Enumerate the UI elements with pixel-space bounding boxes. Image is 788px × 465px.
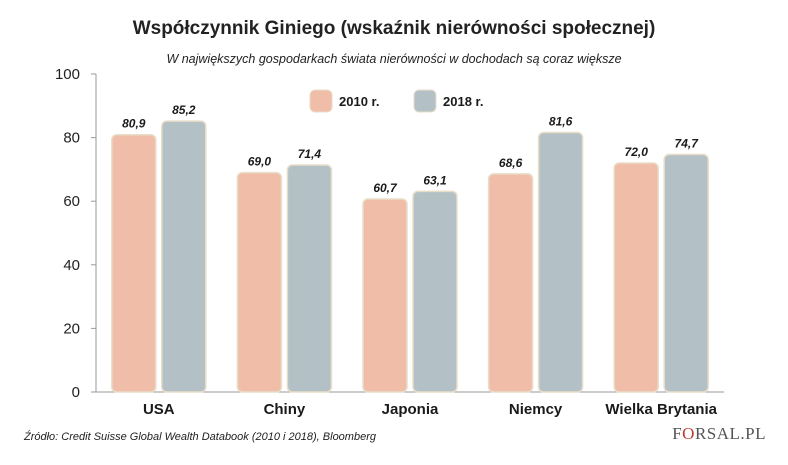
bar-value-label: 80,9 xyxy=(122,117,146,131)
bar-value-label: 74,7 xyxy=(675,136,700,150)
category-label: Wielka Brytania xyxy=(605,401,717,418)
bar-2018 xyxy=(286,164,333,393)
bar-2010 xyxy=(236,171,283,393)
category-label: Japonia xyxy=(382,401,439,418)
y-tick-label: 20 xyxy=(63,320,80,337)
bar-2010 xyxy=(362,198,408,393)
legend-swatch-2018 xyxy=(413,89,437,113)
bar-value-label: 85,2 xyxy=(172,103,196,117)
bar-2018 xyxy=(412,190,458,393)
y-tick-label: 80 xyxy=(63,130,80,147)
source-note: Źródło: Credit Suisse Global Wealth Data… xyxy=(24,431,376,443)
legend-swatch-2010 xyxy=(309,89,333,113)
category-label: Chiny xyxy=(264,401,306,418)
bar-2018 xyxy=(161,120,207,393)
bar-2018 xyxy=(537,131,584,393)
bar-value-label: 63,1 xyxy=(423,173,447,187)
bar-2010 xyxy=(613,162,659,393)
bar-value-label: 72,0 xyxy=(625,145,649,159)
bar-value-label: 71,4 xyxy=(298,147,322,161)
legend-label: 2010 r. xyxy=(339,94,380,109)
bar-2010 xyxy=(111,133,157,393)
category-label: USA xyxy=(143,401,175,418)
chart-title: Współczynnik Giniego (wskaźnik nierównoś… xyxy=(132,18,656,39)
chart-subtitle: W największych gospodarkach świata nieró… xyxy=(166,52,622,66)
bar-value-label: 81,6 xyxy=(549,115,573,129)
y-tick-label: 0 xyxy=(72,384,80,401)
category-label: Niemcy xyxy=(509,401,563,418)
y-tick-label: 60 xyxy=(63,193,80,210)
y-tick-label: 40 xyxy=(63,257,80,274)
bar-value-label: 68,6 xyxy=(499,156,523,170)
legend-label: 2018 r. xyxy=(443,94,484,109)
bar-2018 xyxy=(663,153,709,393)
forsal-logo: FORSAL.PL xyxy=(672,424,766,443)
bar-value-label: 69,0 xyxy=(248,155,272,169)
bar-2010 xyxy=(487,173,534,393)
bar-value-label: 60,7 xyxy=(373,181,398,195)
y-tick-label: 100 xyxy=(55,66,80,83)
